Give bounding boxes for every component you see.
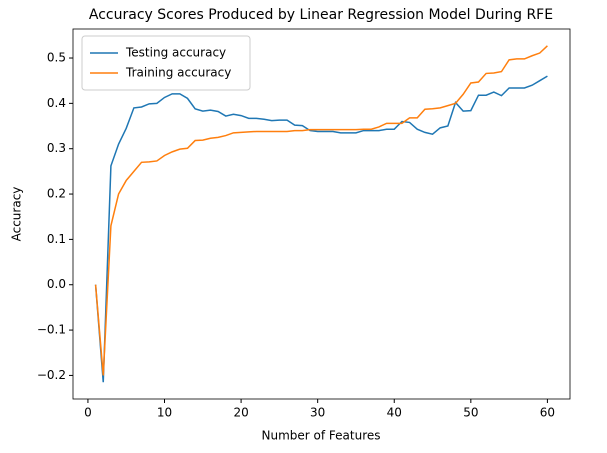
y-axis-label: Accuracy — [10, 187, 24, 242]
plot-frame — [72, 28, 571, 400]
legend-box — [81, 35, 251, 91]
y-tick-label: 0.2 — [47, 187, 66, 201]
chart-title: Accuracy Scores Produced by Linear Regre… — [89, 7, 553, 23]
x-axis-label: Number of Features — [262, 429, 381, 443]
data-line — [94, 75, 548, 383]
x-tick-label: 30 — [310, 406, 325, 420]
legend-label: Training accuracy — [125, 66, 231, 80]
y-tick-label: 0.1 — [47, 232, 66, 246]
y-tick-label: −0.2 — [37, 368, 66, 382]
y-tick-label: 0.5 — [47, 51, 66, 65]
x-tick-label: 0 — [84, 406, 92, 420]
data-line — [94, 45, 548, 376]
y-tick-label: −0.1 — [37, 323, 66, 337]
legend-label: Testing accuracy — [125, 46, 226, 60]
y-tick-label: 0.3 — [47, 141, 66, 155]
x-tick-label: 20 — [233, 406, 248, 420]
x-tick-label: 60 — [540, 406, 555, 420]
x-tick-label: 40 — [387, 406, 402, 420]
x-tick-label: 50 — [463, 406, 478, 420]
y-tick-label: 0.4 — [47, 96, 66, 110]
y-tick-label: 0.0 — [47, 277, 66, 291]
x-tick-label: 10 — [157, 406, 172, 420]
